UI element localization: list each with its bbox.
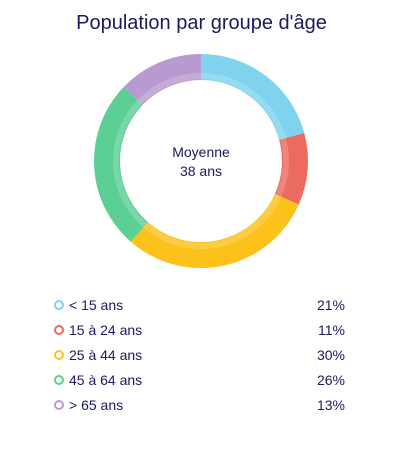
- legend-item[interactable]: 25 à 44 ans 30%: [0, 344, 403, 369]
- donut-chart: Moyenne 38 ans: [94, 54, 308, 268]
- legend-label: 15 à 24 ans: [69, 322, 143, 338]
- donut-slice-highlight: [275, 138, 289, 197]
- donut-slice[interactable]: [123, 54, 202, 106]
- legend-marker-icon: [54, 350, 64, 360]
- legend-marker-icon: [54, 325, 64, 335]
- center-label-title: Moyenne: [172, 144, 230, 160]
- donut-slice[interactable]: [130, 193, 299, 268]
- donut-slice-highlight: [113, 100, 148, 228]
- donut-slice-highlight: [200, 73, 286, 140]
- legend-label: < 15 ans: [69, 297, 124, 313]
- donut-slice[interactable]: [200, 54, 305, 141]
- legend-value: 26%: [316, 372, 345, 388]
- legend-label: > 65 ans: [69, 397, 124, 413]
- legend-label: 25 à 44 ans: [69, 347, 143, 363]
- legend-marker-icon: [54, 300, 64, 310]
- donut-slice-highlight: [143, 194, 282, 249]
- legend-value: 11%: [318, 322, 345, 338]
- legend-item[interactable]: 45 à 64 ans 26%: [0, 369, 403, 394]
- legend-marker-icon: [54, 375, 64, 385]
- donut-svg: [94, 54, 308, 268]
- donut-slice[interactable]: [94, 87, 149, 242]
- legend-item[interactable]: 15 à 24 ans 11%: [0, 319, 403, 344]
- legend-value: 13%: [316, 397, 345, 413]
- legend-label: 45 à 64 ans: [69, 372, 143, 388]
- chart-title: Population par groupe d'âge: [76, 12, 327, 34]
- donut-slice[interactable]: [274, 133, 308, 205]
- legend-value: 21%: [316, 297, 345, 313]
- center-label-value: 38 ans: [179, 163, 223, 179]
- legend-item[interactable]: < 15 ans 21%: [0, 294, 403, 319]
- center-label: Moyenne 38 ans: [151, 143, 251, 181]
- legend-value: 30%: [316, 347, 345, 363]
- legend-item[interactable]: > 65 ans 13%: [0, 394, 403, 419]
- donut-slice-highlight: [137, 73, 202, 105]
- legend-marker-icon: [54, 400, 64, 410]
